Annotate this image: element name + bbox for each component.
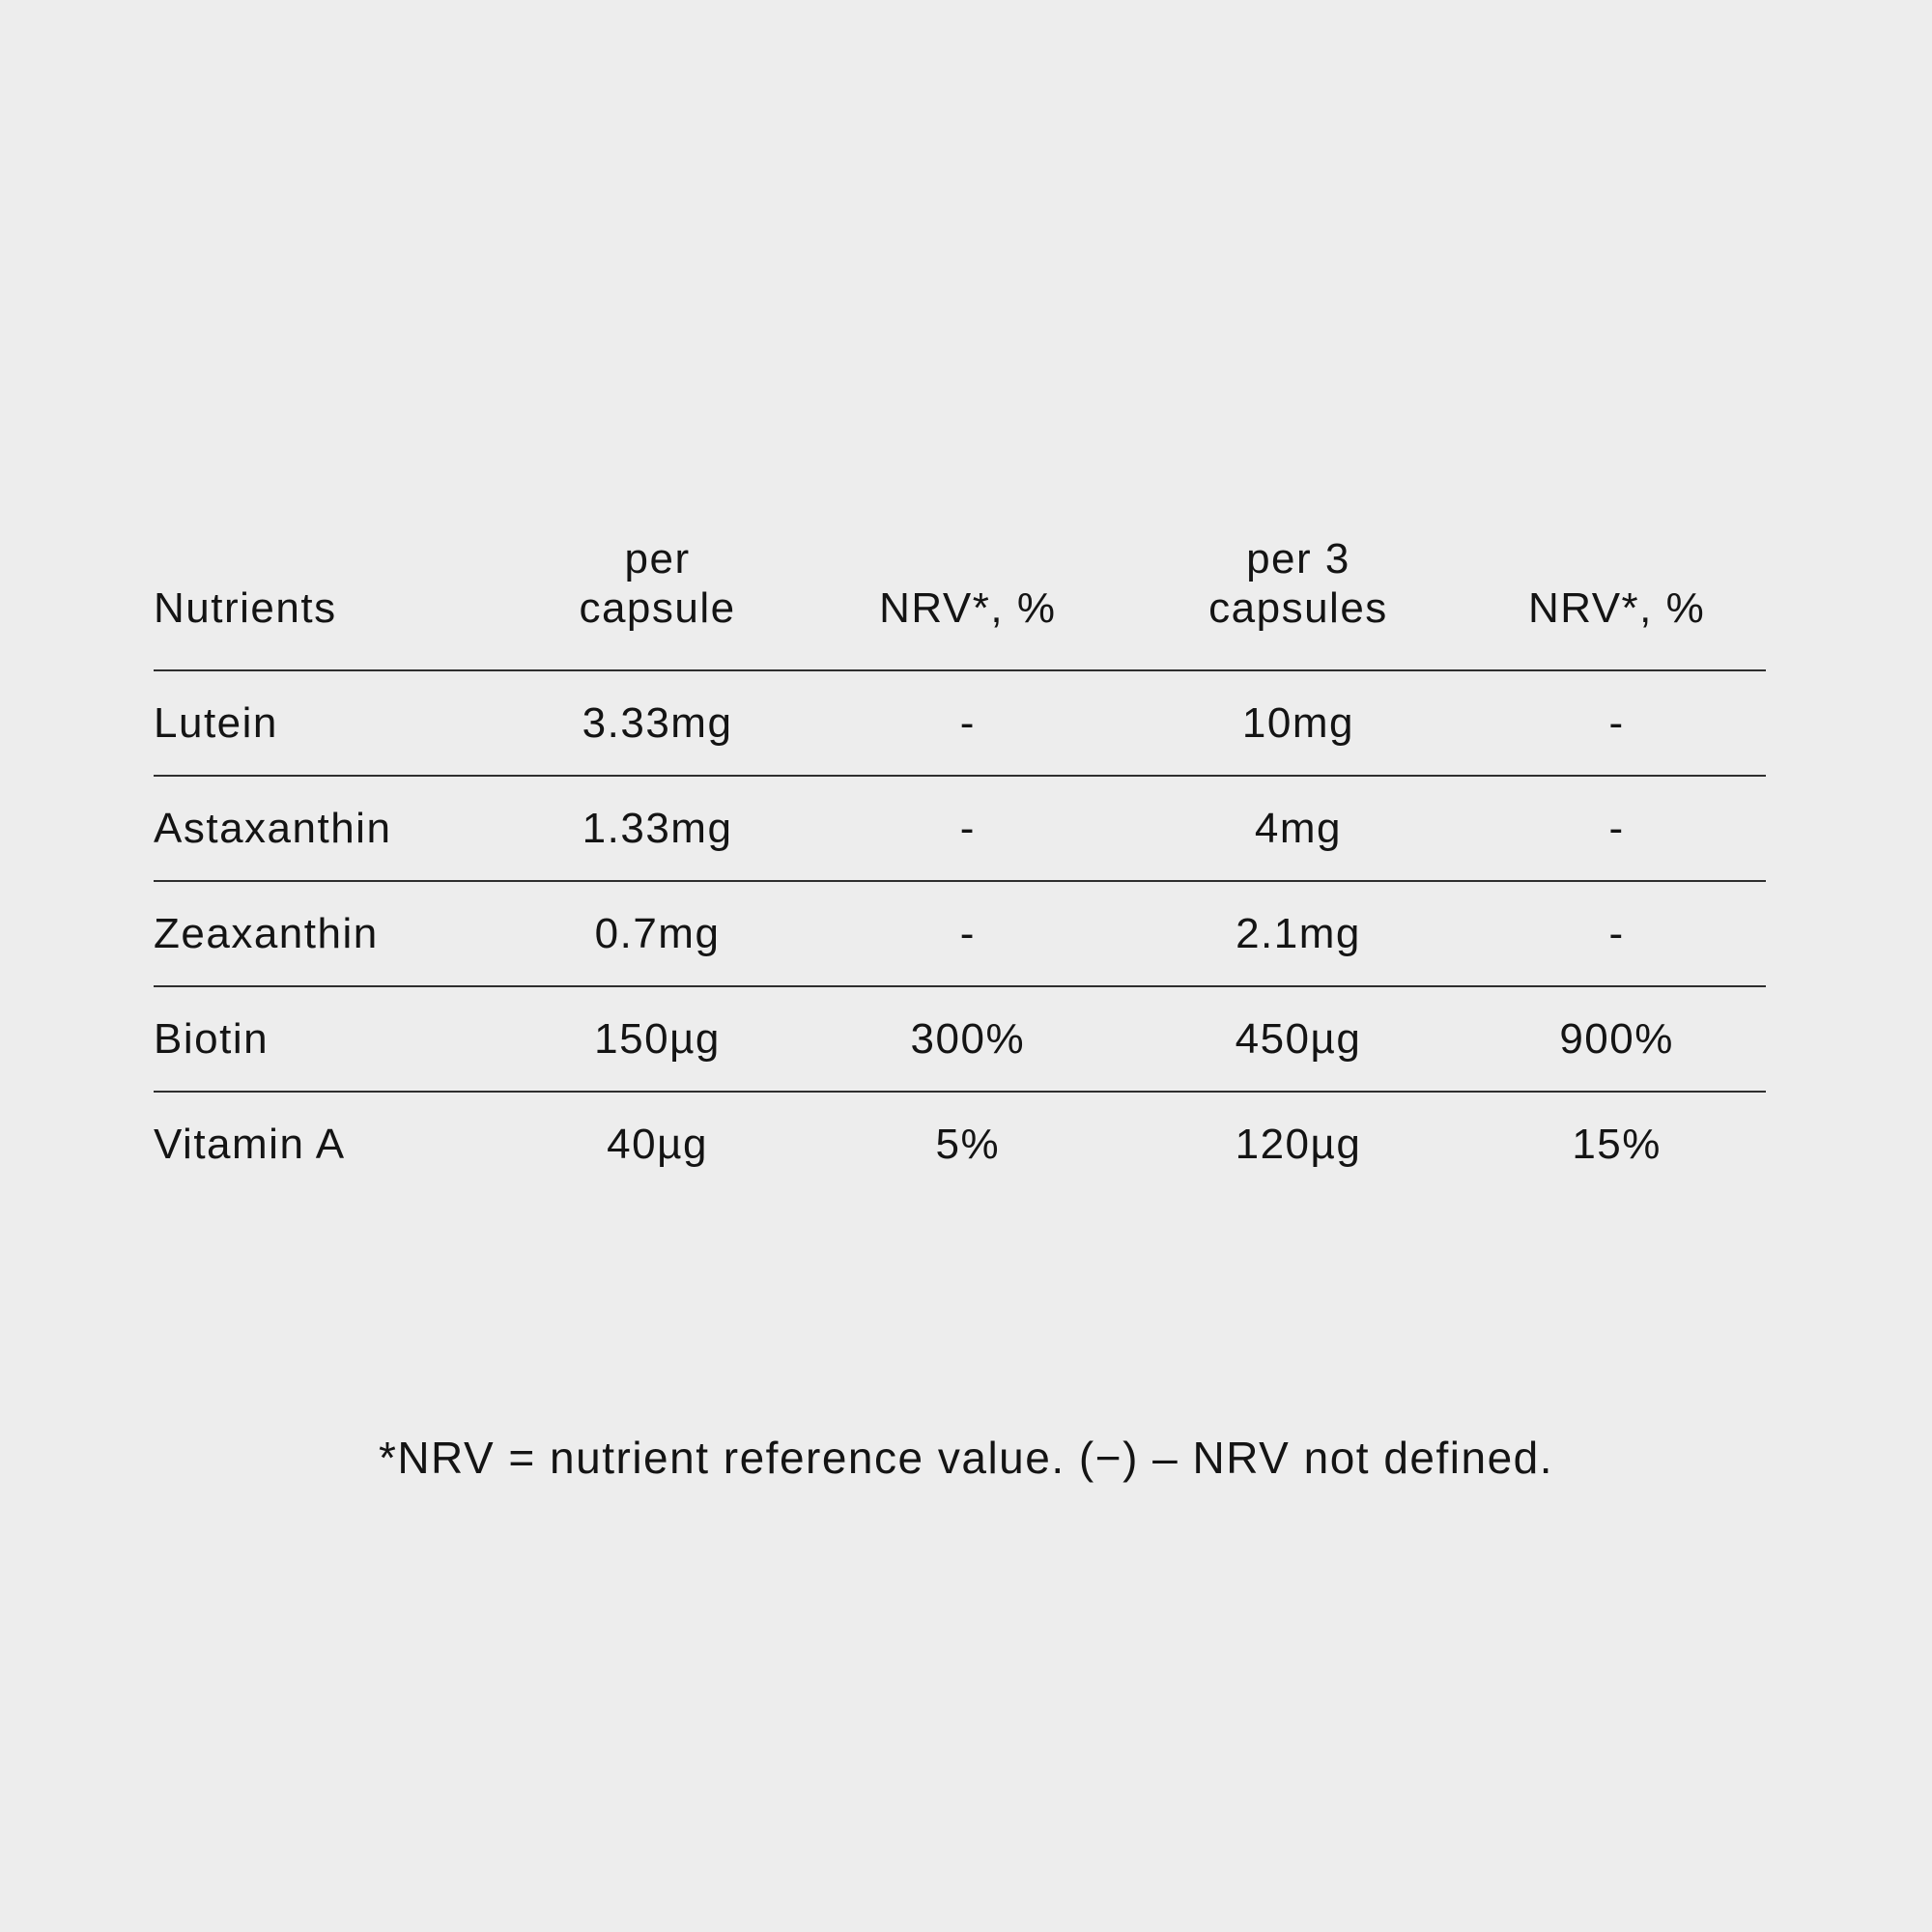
header-row: Nutrients per capsule NRV*, % per 3 caps… [154, 534, 1766, 671]
per-3-capsules-value-cell: 450µg [1128, 986, 1468, 1093]
nrv-capsule-value-cell: 5% [935, 1120, 1001, 1168]
nrv-capsule-value-cell: - [806, 776, 1129, 882]
nutrient-name-cell: Biotin [154, 986, 509, 1093]
nutrient-name-cell: Vitamin A [154, 1120, 346, 1168]
table-row-zeaxanthin: Zeaxanthin 0.7mg - 2.1mg - [154, 881, 1766, 987]
per-3-capsules-value-cell: 2.1mg [1128, 881, 1468, 987]
nrv-footnote: *NRV = nutrient reference value. (−) – N… [378, 1433, 1554, 1483]
nrv-capsule-value-cell: - [806, 670, 1129, 777]
per-3-capsules-value-cell: 10mg [1128, 670, 1468, 777]
column-header-nrv-3-capsules: NRV*, % [1467, 534, 1766, 671]
nrv-3-capsules-value-cell: - [1467, 776, 1766, 882]
per-capsule-value-cell: 40µg [607, 1120, 708, 1168]
nutrient-name-cell: Astaxanthin [154, 776, 509, 882]
column-header-per-capsule: per capsule [508, 534, 807, 671]
per-capsule-value-cell: 3.33mg [508, 670, 807, 777]
per-3-capsules-value-cell: 4mg [1128, 776, 1468, 882]
column-header-nutrients: Nutrients [154, 534, 509, 671]
nrv-capsule-value-cell: - [806, 881, 1129, 987]
nutrient-name-cell: Lutein [154, 670, 509, 777]
table-row-biotin: Biotin 150µg 300% 450µg 900% [154, 986, 1766, 1093]
nrv-3-capsules-value-cell: 900% [1467, 986, 1766, 1093]
nrv-3-capsules-value-cell: - [1467, 881, 1766, 987]
nrv-3-capsules-value-cell: 15% [1572, 1120, 1662, 1168]
nutrient-name-cell: Zeaxanthin [154, 881, 509, 987]
nutrients-table: Nutrients per capsule NRV*, % per 3 caps… [154, 534, 1766, 1196]
table-row-vitamin-a: Vitamin A 40µg 5% 120µg 15% [154, 1092, 1766, 1196]
column-header-nrv-capsule: NRV*, % [806, 534, 1129, 671]
nrv-capsule-value-cell: 300% [806, 986, 1129, 1093]
table-row-astaxanthin: Astaxanthin 1.33mg - 4mg - [154, 776, 1766, 882]
nutrition-facts-panel: Nutrients per capsule NRV*, % per 3 caps… [154, 534, 1766, 1196]
per-capsule-value-cell: 0.7mg [508, 881, 807, 987]
column-header-per-3-capsules: per 3 capsules [1128, 534, 1468, 671]
per-3-capsules-value-cell: 120µg [1235, 1120, 1362, 1168]
nrv-3-capsules-value-cell: - [1467, 670, 1766, 777]
per-capsule-value-cell: 150µg [508, 986, 807, 1093]
per-capsule-value-cell: 1.33mg [508, 776, 807, 882]
table-row-lutein: Lutein 3.33mg - 10mg - [154, 670, 1766, 777]
